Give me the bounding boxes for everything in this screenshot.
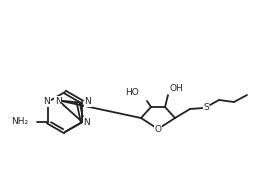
Text: N: N	[43, 97, 50, 106]
Text: O: O	[155, 125, 161, 135]
Text: HO: HO	[125, 88, 139, 97]
Text: N: N	[83, 117, 90, 126]
Text: N: N	[55, 97, 62, 106]
Text: S: S	[203, 102, 209, 112]
Text: NH₂: NH₂	[12, 117, 29, 126]
Text: OH: OH	[170, 84, 184, 93]
Text: N: N	[84, 97, 91, 106]
